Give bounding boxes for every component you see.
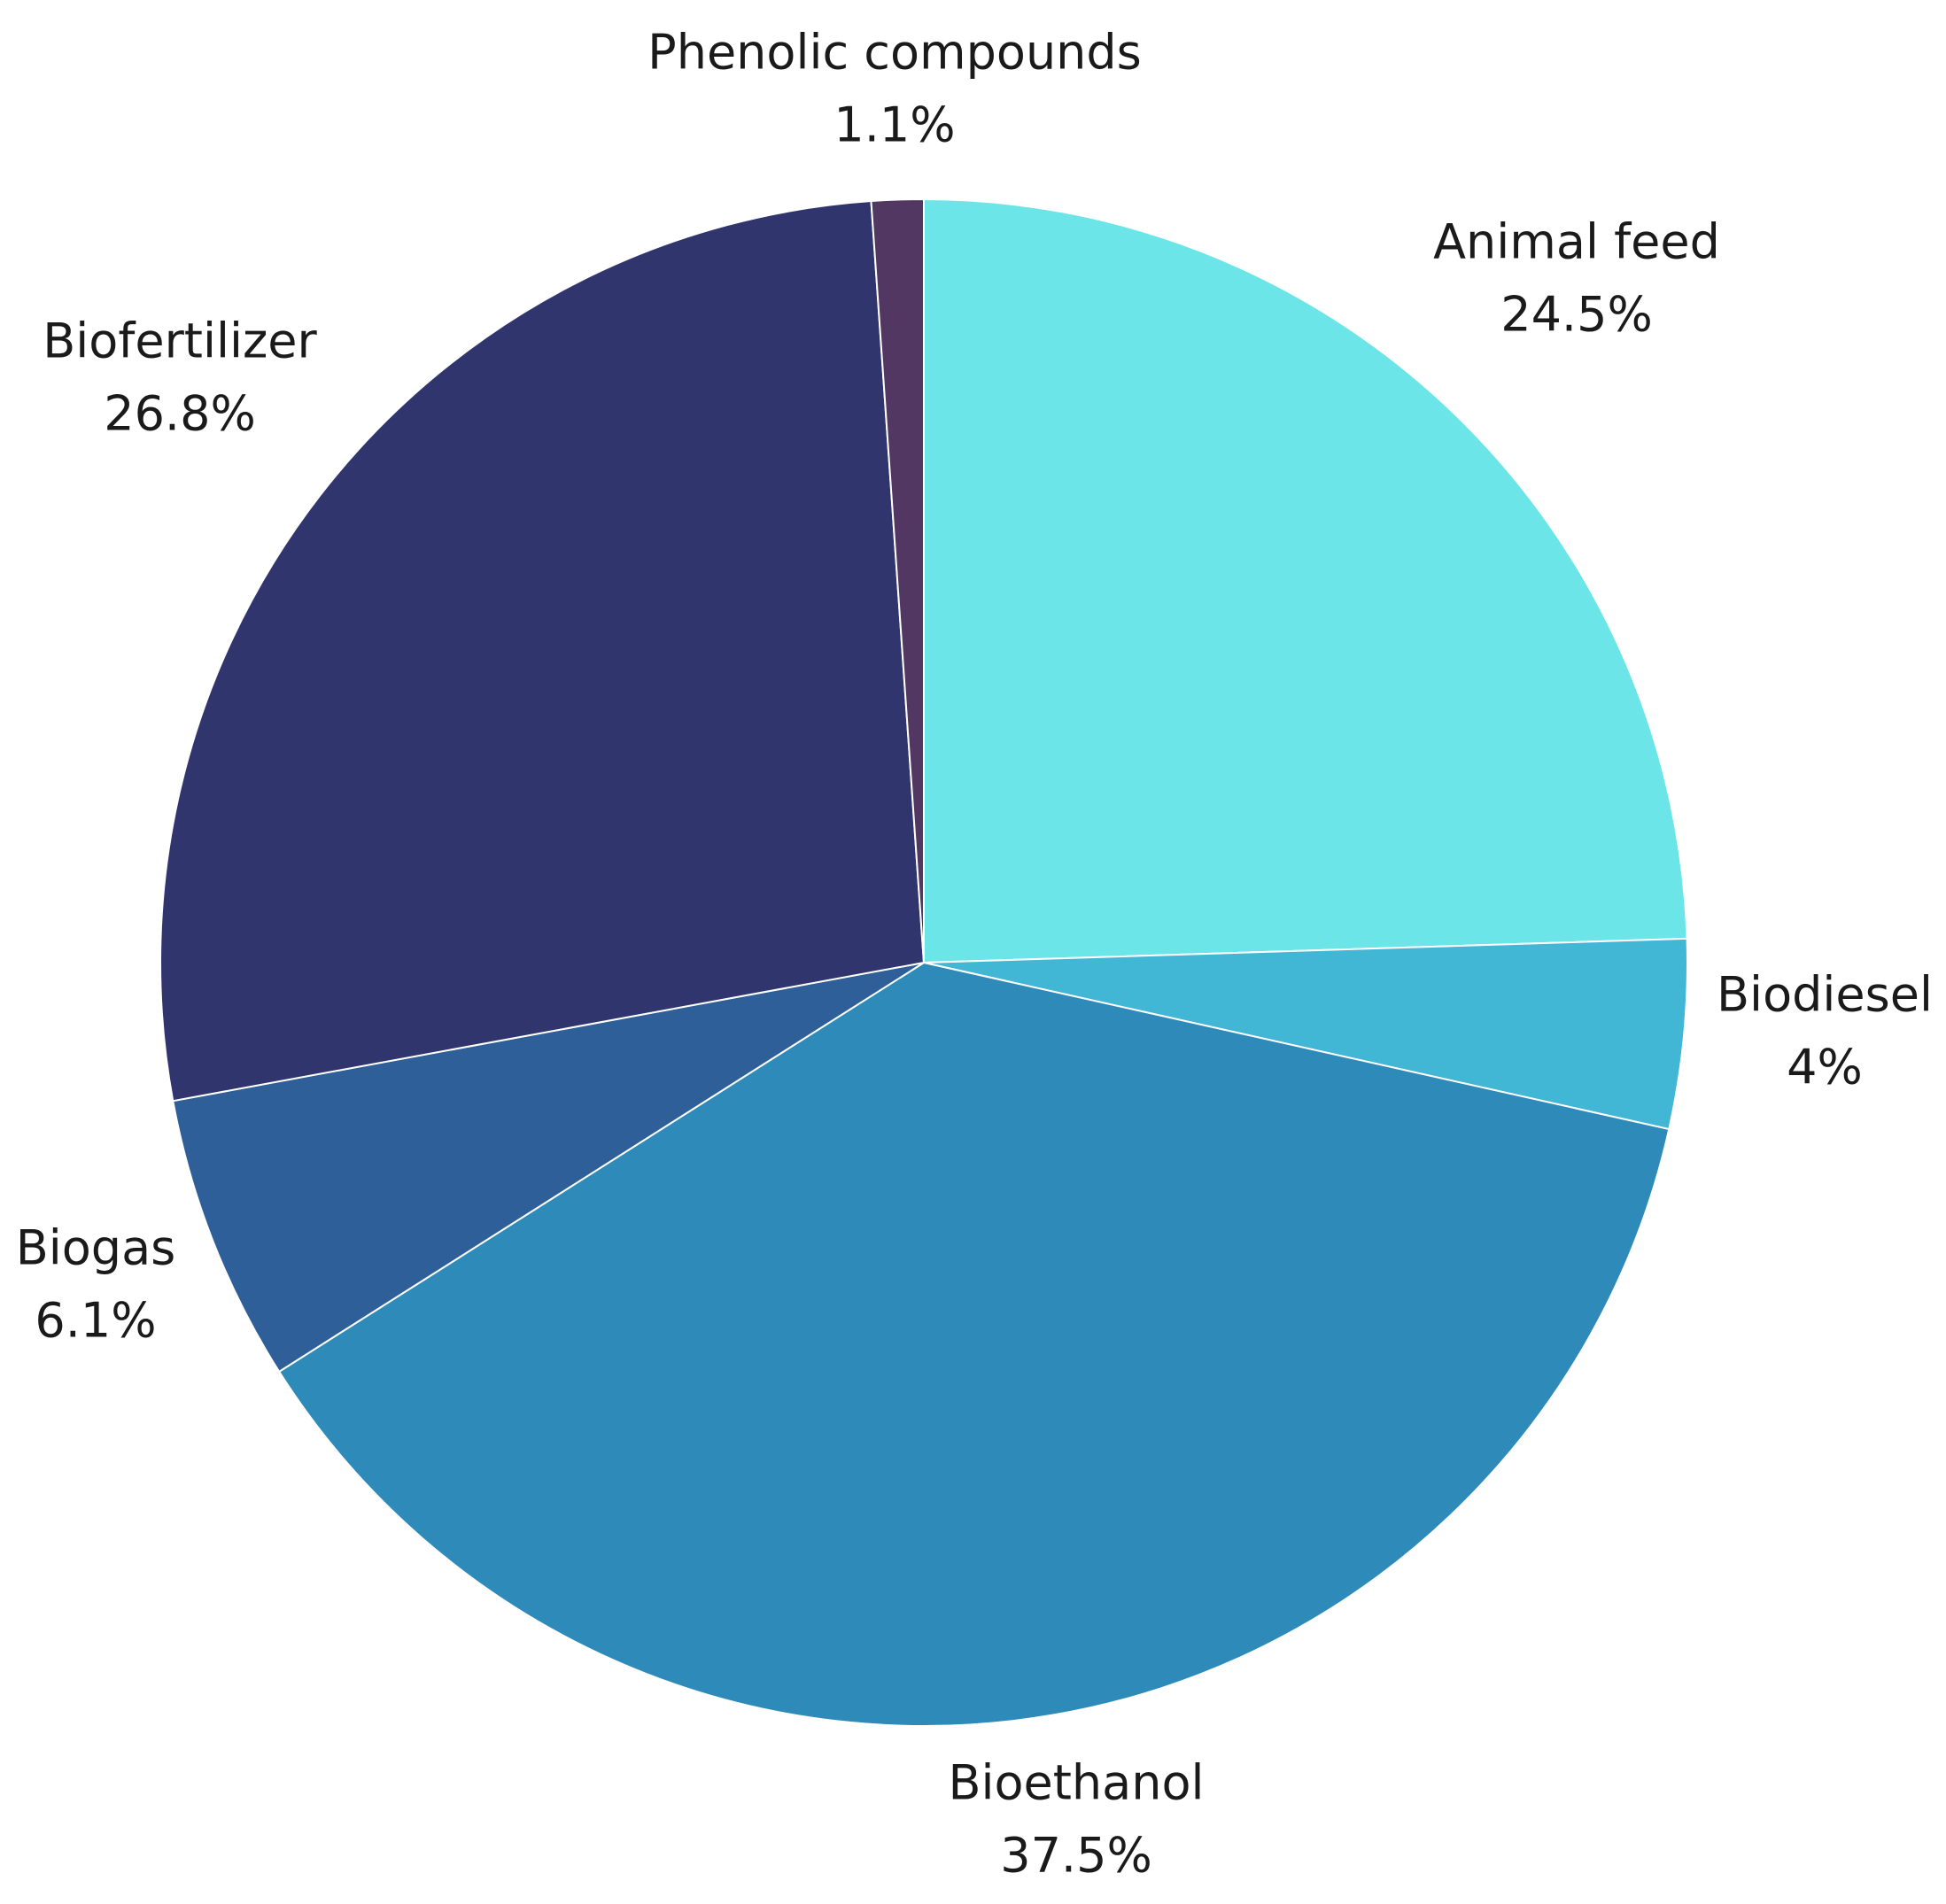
pie-slice-bioethanol: [278, 962, 1671, 1727]
pie-slice-animal-feed: [923, 198, 1688, 964]
labels-layer: Animal feed 24.5% Biodiesel 4% Bioethanol 37.…: [16, 25, 1933, 1884]
slice-label-bioethanol: Bioethanol: [948, 1755, 1204, 1811]
pie-slice-phenolic-compounds: [870, 198, 925, 964]
slice-label-biodiesel: Biodiesel: [1717, 967, 1933, 1023]
slice-value-biofertilizer: 26.8%: [104, 386, 256, 442]
pie-slice-biogas: [172, 962, 925, 1373]
slice-label-biofertilizer: Biofertilizer: [43, 313, 317, 369]
slices-layer: [159, 198, 1688, 1727]
slice-value-phenolic-compounds: 1.1%: [833, 97, 955, 153]
slice-value-biodiesel: 4%: [1787, 1040, 1863, 1095]
slice-value-bioethanol: 37.5%: [1000, 1828, 1152, 1884]
slice-value-biogas: 6.1%: [35, 1293, 156, 1349]
pie-slice-biodiesel: [923, 937, 1688, 1131]
slice-label-animal-feed: Animal feed: [1433, 214, 1720, 270]
pie-slice-biofertilizer: [159, 200, 925, 1103]
slice-label-biogas: Biogas: [16, 1220, 176, 1276]
slice-value-animal-feed: 24.5%: [1500, 287, 1653, 343]
slice-label-phenolic-compounds: Phenolic compounds: [647, 25, 1142, 81]
